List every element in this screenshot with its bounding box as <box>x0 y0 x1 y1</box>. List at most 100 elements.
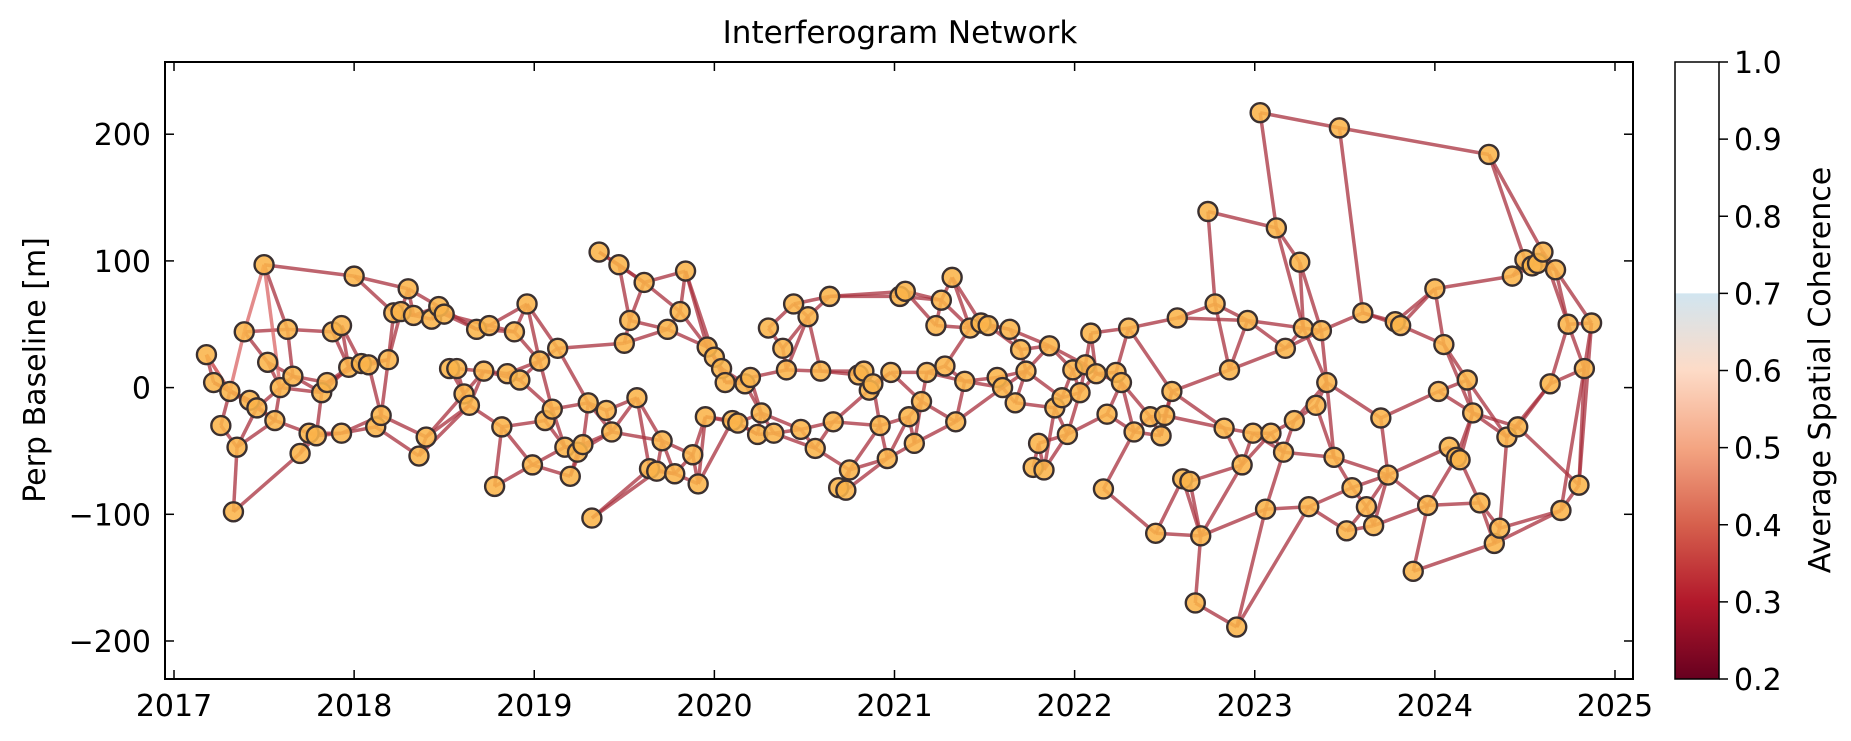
acquisition-node <box>608 254 630 276</box>
acquisition-node <box>694 406 717 428</box>
acquisition-node <box>1213 417 1235 439</box>
x-tick-label: 2018 <box>316 689 392 724</box>
acquisition-node <box>1461 402 1484 424</box>
acquisition-node <box>1335 520 1358 542</box>
acquisition-node <box>682 444 704 466</box>
acquisition-node <box>1009 338 1032 361</box>
acquisition-node <box>415 426 437 448</box>
acquisition-node <box>1092 478 1115 500</box>
interferogram-edge <box>1325 381 1382 420</box>
acquisition-node <box>646 460 668 482</box>
acquisition-node <box>750 402 772 424</box>
acquisition-node <box>1242 422 1264 444</box>
colorbar-tick-label: 1.0 <box>1734 46 1782 81</box>
x-axis: 2017 2018 2019 2020 2021 2022 2023 2024 2025 <box>136 62 1653 724</box>
interferogram-edge <box>1411 505 1430 572</box>
x-tick-label: 2024 <box>1397 689 1473 724</box>
acquisition-node <box>521 454 544 476</box>
acquisition-node <box>977 314 999 337</box>
y-tick-label: 200 <box>94 118 151 153</box>
colorbar-tick-label: 0.9 <box>1734 123 1782 158</box>
node-layer <box>195 101 1603 638</box>
acquisition-node <box>289 442 311 465</box>
acquisition-node <box>1377 464 1399 486</box>
y-tick-label: 100 <box>94 245 151 280</box>
acquisition-node <box>264 409 286 432</box>
acquisition-node <box>763 422 785 444</box>
interferogram-edge <box>1434 274 1513 291</box>
acquisition-node <box>1501 265 1524 287</box>
acquisition-node <box>1085 362 1107 385</box>
interferogram-edge <box>1577 322 1594 486</box>
acquisition-node <box>835 479 857 501</box>
acquisition-node <box>1051 387 1073 409</box>
acquisition-node <box>1027 432 1050 455</box>
interferogram-edge <box>1101 431 1136 490</box>
acquisition-node <box>1544 259 1567 281</box>
acquisition-node <box>1416 494 1439 517</box>
colorbar-tick-label: 0.4 <box>1734 509 1782 544</box>
acquisition-node <box>210 414 232 437</box>
interferogram-edge <box>1487 153 1545 253</box>
acquisition-node <box>1433 333 1455 356</box>
acquisition-node <box>1038 335 1061 357</box>
acquisition-node <box>478 314 500 337</box>
acquisition-node <box>1226 616 1248 638</box>
acquisition-node <box>894 280 917 303</box>
acquisition-node <box>876 447 898 470</box>
interferogram-edge <box>262 264 290 330</box>
acquisition-node <box>674 260 697 282</box>
interferogram-edge <box>1127 327 1174 393</box>
acquisition-node <box>1469 492 1491 514</box>
acquisition-node <box>397 278 419 300</box>
acquisition-node <box>1080 322 1102 344</box>
acquisition-node <box>1265 217 1288 239</box>
acquisition-node <box>633 271 655 294</box>
acquisition-node <box>910 390 933 413</box>
interferogram-edge <box>1193 535 1203 604</box>
interferogram-edge <box>242 264 266 333</box>
acquisition-node <box>377 349 400 371</box>
acquisition-node <box>1370 407 1392 429</box>
acquisition-node <box>282 365 304 387</box>
acquisition-node <box>880 361 902 384</box>
acquisition-node <box>253 254 275 276</box>
acquisition-node <box>782 293 805 315</box>
acquisition-node <box>1323 446 1345 468</box>
acquisition-node <box>1478 143 1500 166</box>
acquisition-node <box>1341 476 1363 499</box>
x-tick-label: 2023 <box>1217 689 1293 724</box>
acquisition-node <box>669 300 691 323</box>
acquisition-node <box>546 337 569 360</box>
interferogram-edge <box>231 447 239 512</box>
interferogram-edge <box>1200 507 1267 538</box>
acquisition-node <box>1427 380 1450 403</box>
acquisition-node <box>1218 359 1241 381</box>
acquisition-node <box>619 309 641 332</box>
acquisition-node <box>1150 425 1172 447</box>
colorbar-tick-label: 0.6 <box>1734 355 1782 390</box>
y-axis-label: Perp Baseline [m] <box>18 237 53 503</box>
acquisition-node <box>945 411 967 433</box>
acquisition-node <box>1580 312 1603 334</box>
interferogram-edge <box>1235 508 1268 628</box>
acquisition-node <box>581 507 603 529</box>
interferogram-edge <box>262 264 283 388</box>
interferogram-edge <box>1207 209 1277 230</box>
interferogram-edge <box>1213 303 1232 371</box>
acquisition-node <box>991 376 1014 399</box>
interferogram-edge <box>1337 127 1365 314</box>
acquisition-node <box>1573 357 1596 380</box>
acquisition-node <box>714 371 736 394</box>
acquisition-node <box>1355 495 1378 518</box>
acquisition-node <box>1456 369 1478 391</box>
acquisition-node <box>1123 421 1145 443</box>
acquisition-node <box>1184 592 1207 614</box>
acquisition-node <box>503 321 526 343</box>
acquisition-node <box>202 371 225 394</box>
acquisition-node <box>433 303 455 325</box>
acquisition-node <box>818 285 841 308</box>
acquisition-node <box>1015 360 1037 382</box>
acquisition-node <box>1539 373 1561 395</box>
